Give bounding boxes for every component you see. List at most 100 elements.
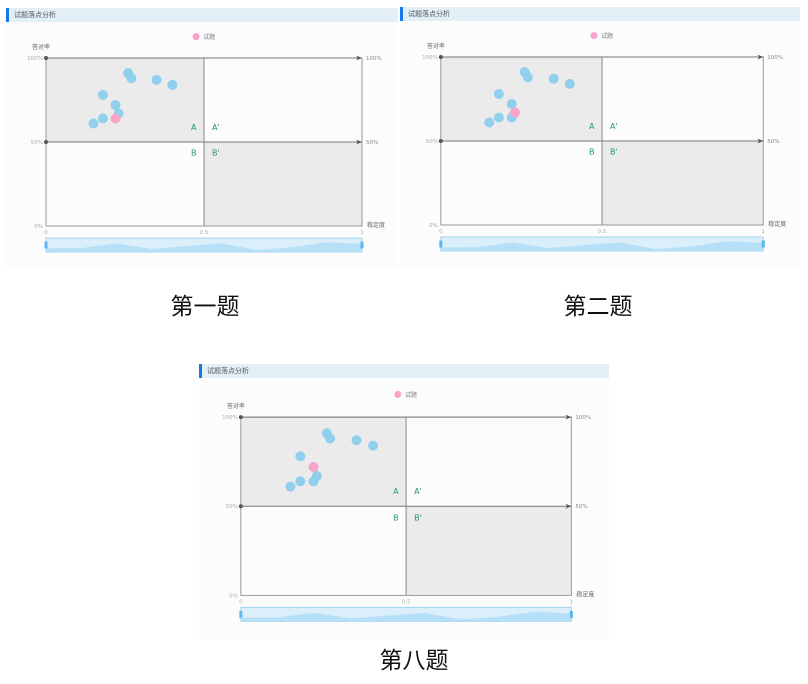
data-point: [506, 99, 517, 110]
quadrant-label: A': [414, 487, 422, 496]
chart-panel-2: 试题落点分析 试题答对率稳定度 0% 50% 100% 50% 100% 0 0.5 1 A A' B…: [400, 7, 800, 267]
quadrant-shade-b-prime: [204, 142, 362, 226]
data-point: [285, 481, 296, 492]
arrow-icon: [565, 503, 572, 509]
y-tick-label: 50%: [31, 140, 43, 146]
y-tick-label: 50%: [426, 139, 438, 145]
x-tick-label: 1: [762, 229, 766, 235]
y-right-tick-label: 100%: [575, 415, 591, 421]
quadrant-label: B': [610, 147, 618, 156]
panel-header: 试题落点分析: [400, 7, 800, 21]
zoom-preview-area: [240, 611, 572, 622]
axis-dot: [238, 504, 243, 509]
x-tick-label: 0: [239, 599, 243, 605]
quadrant-label: B': [414, 514, 422, 523]
y-axis-label: 答对率: [32, 43, 50, 51]
y-tick-label: 100%: [27, 56, 43, 62]
highlighted-point: [509, 107, 520, 118]
data-point: [295, 451, 306, 462]
legend-marker: [192, 33, 200, 41]
highlighted-point: [110, 113, 121, 124]
axis-dot: [438, 55, 443, 59]
data-point: [126, 73, 137, 84]
zoom-handle[interactable]: [360, 241, 364, 249]
chart-panel-1: 试题落点分析 试题答对率稳定度 0% 50% 100% 50% 100% 0 0.5 1 A A' B…: [6, 8, 398, 268]
zoom-handle[interactable]: [239, 610, 243, 618]
quadrant-label: B: [589, 147, 595, 156]
x-tick-label: 1: [360, 230, 364, 236]
x-tick-label: 1: [570, 599, 574, 605]
quadrant-label: A: [393, 487, 399, 496]
y-tick-label: 0%: [429, 223, 438, 229]
chart-caption: 第八题: [379, 648, 449, 674]
y-tick-label: 0%: [34, 224, 43, 230]
highlighted-point: [308, 462, 319, 473]
quadrant-label: A: [589, 122, 595, 131]
y-right-tick-label: 50%: [575, 504, 587, 510]
zoom-handle[interactable]: [44, 241, 48, 249]
zoom-preview-area: [46, 242, 362, 252]
data-point: [493, 112, 504, 123]
legend-marker: [590, 32, 598, 40]
zoom-handle[interactable]: [761, 240, 765, 248]
quadrant-label: B: [191, 148, 197, 157]
chart-panel-3: 试题落点分析 试题 答对率 稳定度 0% 50% 100% 50% 100% 0 0.5 1 A A' B…: [199, 364, 609, 640]
x-tick-label: 0.5: [200, 230, 209, 236]
quadrant-shade-b-prime: [602, 141, 764, 225]
y-right-tick-label: 50%: [767, 139, 779, 145]
arrow-icon: [565, 414, 572, 420]
y-right-tick-label: 50%: [366, 140, 378, 146]
data-point: [484, 117, 495, 128]
quadrant-shade-b-prime: [406, 506, 572, 596]
quadrant-label: A': [610, 122, 618, 131]
legend-marker: [394, 390, 402, 398]
arrow-icon: [757, 54, 764, 60]
x-tick-label: 0: [439, 229, 443, 235]
x-axis-label: 稳定度: [768, 220, 786, 228]
data-point: [548, 73, 559, 84]
data-point: [97, 113, 108, 124]
data-point: [97, 89, 108, 100]
data-point: [351, 435, 362, 446]
y-axis-label: 答对率: [227, 402, 245, 410]
y-right-tick-label: 100%: [767, 55, 783, 61]
data-point: [110, 100, 121, 111]
quadrant-label: B': [212, 148, 220, 157]
data-point: [308, 476, 319, 487]
x-tick-label: 0.5: [402, 599, 411, 605]
data-point: [493, 88, 504, 99]
zoom-handle[interactable]: [569, 610, 573, 618]
quadrant-label: A': [212, 123, 220, 132]
data-point: [167, 79, 178, 90]
axis-dot: [438, 139, 443, 143]
y-tick-label: 0%: [229, 593, 238, 599]
y-tick-label: 100%: [222, 415, 238, 421]
y-tick-label: 50%: [226, 504, 238, 510]
data-point: [368, 440, 379, 451]
panel-header: 试题落点分析: [199, 364, 609, 378]
quadrant-label: A: [191, 123, 197, 132]
chart-caption: 第二题: [563, 294, 633, 320]
axis-dot: [44, 56, 48, 60]
y-right-tick-label: 100%: [366, 56, 382, 62]
legend-label: 试题: [405, 391, 417, 399]
zoom-handle[interactable]: [439, 240, 443, 248]
data-point: [88, 118, 99, 129]
legend-label: 试题: [601, 32, 613, 40]
chart-caption: 第一题: [170, 294, 240, 320]
y-tick-label: 100%: [422, 55, 438, 61]
zoom-preview-area: [440, 241, 764, 251]
quadrant-label: B: [393, 514, 399, 523]
x-tick-label: 0: [44, 230, 48, 236]
arrow-icon: [356, 55, 362, 61]
axis-dot: [44, 140, 48, 144]
x-tick-label: 0.5: [598, 229, 607, 235]
y-axis-label: 答对率: [427, 42, 445, 50]
data-point: [151, 74, 162, 85]
panel-header: 试题落点分析: [6, 8, 398, 22]
legend-label: 试题: [203, 33, 215, 41]
x-axis-label: 稳定度: [367, 221, 385, 229]
